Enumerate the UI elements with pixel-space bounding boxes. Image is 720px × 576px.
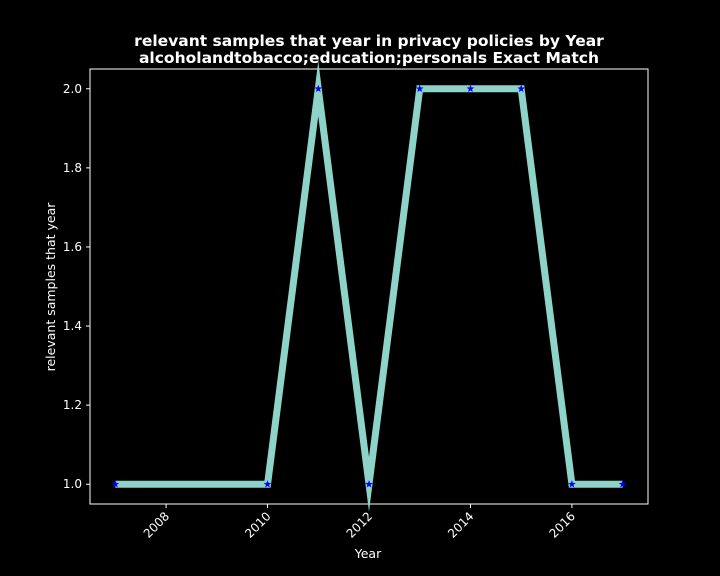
data-point-marker (365, 480, 373, 488)
series-layer (111, 61, 627, 512)
y-axis: 1.0 1.2 1.4 1.6 1.8 2.0 (63, 82, 90, 491)
y-tick-label: 1.8 (63, 161, 82, 175)
data-point-marker (314, 84, 323, 93)
data-point-marker (466, 84, 475, 93)
data-point-marker (263, 480, 272, 488)
y-tick-label: 1.2 (63, 398, 82, 412)
chart-subtitle: alcoholandtobacco;education;personals Ex… (139, 49, 599, 67)
x-axis-label: Year (354, 546, 382, 561)
y-tick-label: 1.0 (63, 477, 82, 491)
data-point-marker (568, 480, 576, 488)
data-point-marker (111, 480, 120, 488)
y-tick-label: 1.6 (63, 240, 82, 254)
y-tick-label: 1.4 (63, 319, 82, 333)
y-tick-label: 2.0 (63, 82, 82, 96)
data-point-marker (415, 84, 424, 93)
data-point-marker (618, 480, 627, 488)
data-point-marker (517, 84, 525, 93)
chart-title: relevant samples that year in privacy po… (134, 32, 604, 50)
y-axis-label: relevant samples that year (43, 202, 58, 372)
